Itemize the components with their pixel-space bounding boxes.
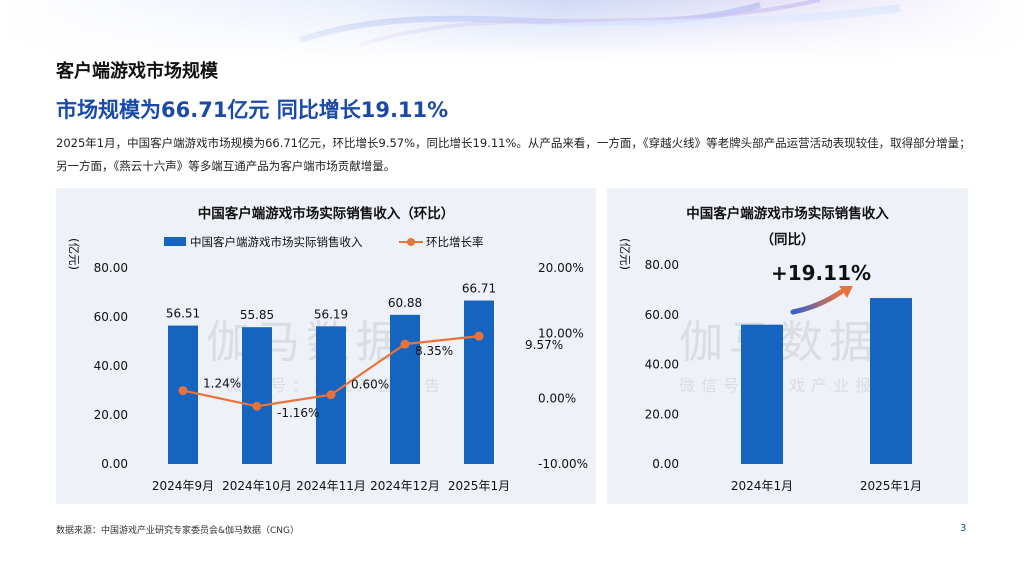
headline: 市场规模为66.71亿元 同比增长19.11% [56,98,449,122]
chart-panel-mom: 中国客户端游戏市场实际销售收入（环比） 伽马数据 微信号：游戏产业报告 中国客户… [56,188,596,504]
y-right-tick-label: -10.00% [538,457,588,471]
y-right-tick-label: 10.00% [538,326,584,340]
x-tick-label: 2024年12月 [370,479,440,493]
source-note: 数据来源：中国游戏产业研究专家委员会&伽马数据（CNG） [56,526,300,536]
line-point [400,339,410,349]
bar [242,327,272,464]
x-tick-label: 2025年1月 [860,479,922,493]
x-tick-label: 2025年1月 [448,479,510,493]
chart-yoy: (亿元) 0.00 20.00 40.00 60.00 80.00 2024年1月 2025年… [618,238,922,493]
y-left-tick-label: 80.00 [94,261,128,275]
bar [390,314,420,464]
bar-value-label: 55.85 [240,308,274,322]
chart-mom: 中国客户端游戏市场实际销售收入 环比增长率 (亿元) 0.00 20.00 40.00 60… [67,235,588,493]
y-right-tick-label: 20.00% [538,261,584,275]
legend-swatch-bar [164,237,186,246]
description: 2025年1月，中国客户端游戏市场规模为66.71亿元，环比增长9.57%，同比… [56,136,971,173]
legend-marker-line [407,238,415,246]
bar-value-label: 56.51 [166,307,200,321]
line-point [252,401,262,411]
y-left-tick-label: 0.00 [101,457,128,471]
x-tick-label: 2024年9月 [152,479,214,493]
x-tick-label: 2024年10月 [222,479,292,493]
y-tick-label: 0.00 [652,457,679,471]
line-value-label: 1.24% [203,377,241,391]
growth-arrow-icon [790,289,844,315]
bar-value-label: 56.19 [314,307,348,321]
page-number: 3 [960,523,967,534]
y-right-tick-label: 0.00% [538,392,576,406]
bar [741,324,783,464]
chart-title-yoy: 中国客户端游戏市场实际销售收入 [686,206,889,222]
bar-value-label: 60.88 [388,296,422,310]
line-value-label: 8.35% [415,344,453,358]
y-left-tick-label: 60.00 [94,310,128,324]
chart-title-mom: 中国客户端游戏市场实际销售收入（环比） [197,206,455,222]
chart-panel-yoy: 中国客户端游戏市场实际销售收入 （同比） 伽马数据 微信号：游戏产业报告 (亿元… [607,188,968,504]
y-tick-label: 20.00 [645,407,679,421]
yoy-growth-annotation: +19.11% [771,261,871,285]
line-value-label: 0.60% [351,378,389,392]
line-point [178,386,188,396]
y-axis-title: (亿元) [67,238,81,270]
x-tick-label: 2024年11月 [296,479,366,493]
y-tick-label: 60.00 [645,308,679,322]
line-point [326,390,336,400]
line-value-label: -1.16% [277,406,319,420]
header-banner [0,0,1024,60]
bar [464,300,494,464]
chart-subtitle-yoy: （同比） [760,232,815,248]
x-tick-label: 2024年1月 [731,479,793,493]
page-title: 客户端游戏市场规模 [56,61,218,82]
y-left-tick-label: 40.00 [94,359,128,373]
line-point [474,331,484,341]
bar [870,298,912,464]
y-tick-label: 80.00 [645,258,679,272]
y-axis-title: (亿元) [618,238,632,270]
growth-arrowhead-icon [839,286,853,298]
y-tick-label: 40.00 [645,358,679,372]
legend-label-line: 环比增长率 [426,235,484,249]
bar-value-label: 66.71 [462,282,496,296]
y-left-tick-label: 20.00 [94,408,128,422]
legend-label-bar: 中国客户端游戏市场实际销售收入 [190,235,363,249]
line-value-label: 9.57% [525,338,563,352]
